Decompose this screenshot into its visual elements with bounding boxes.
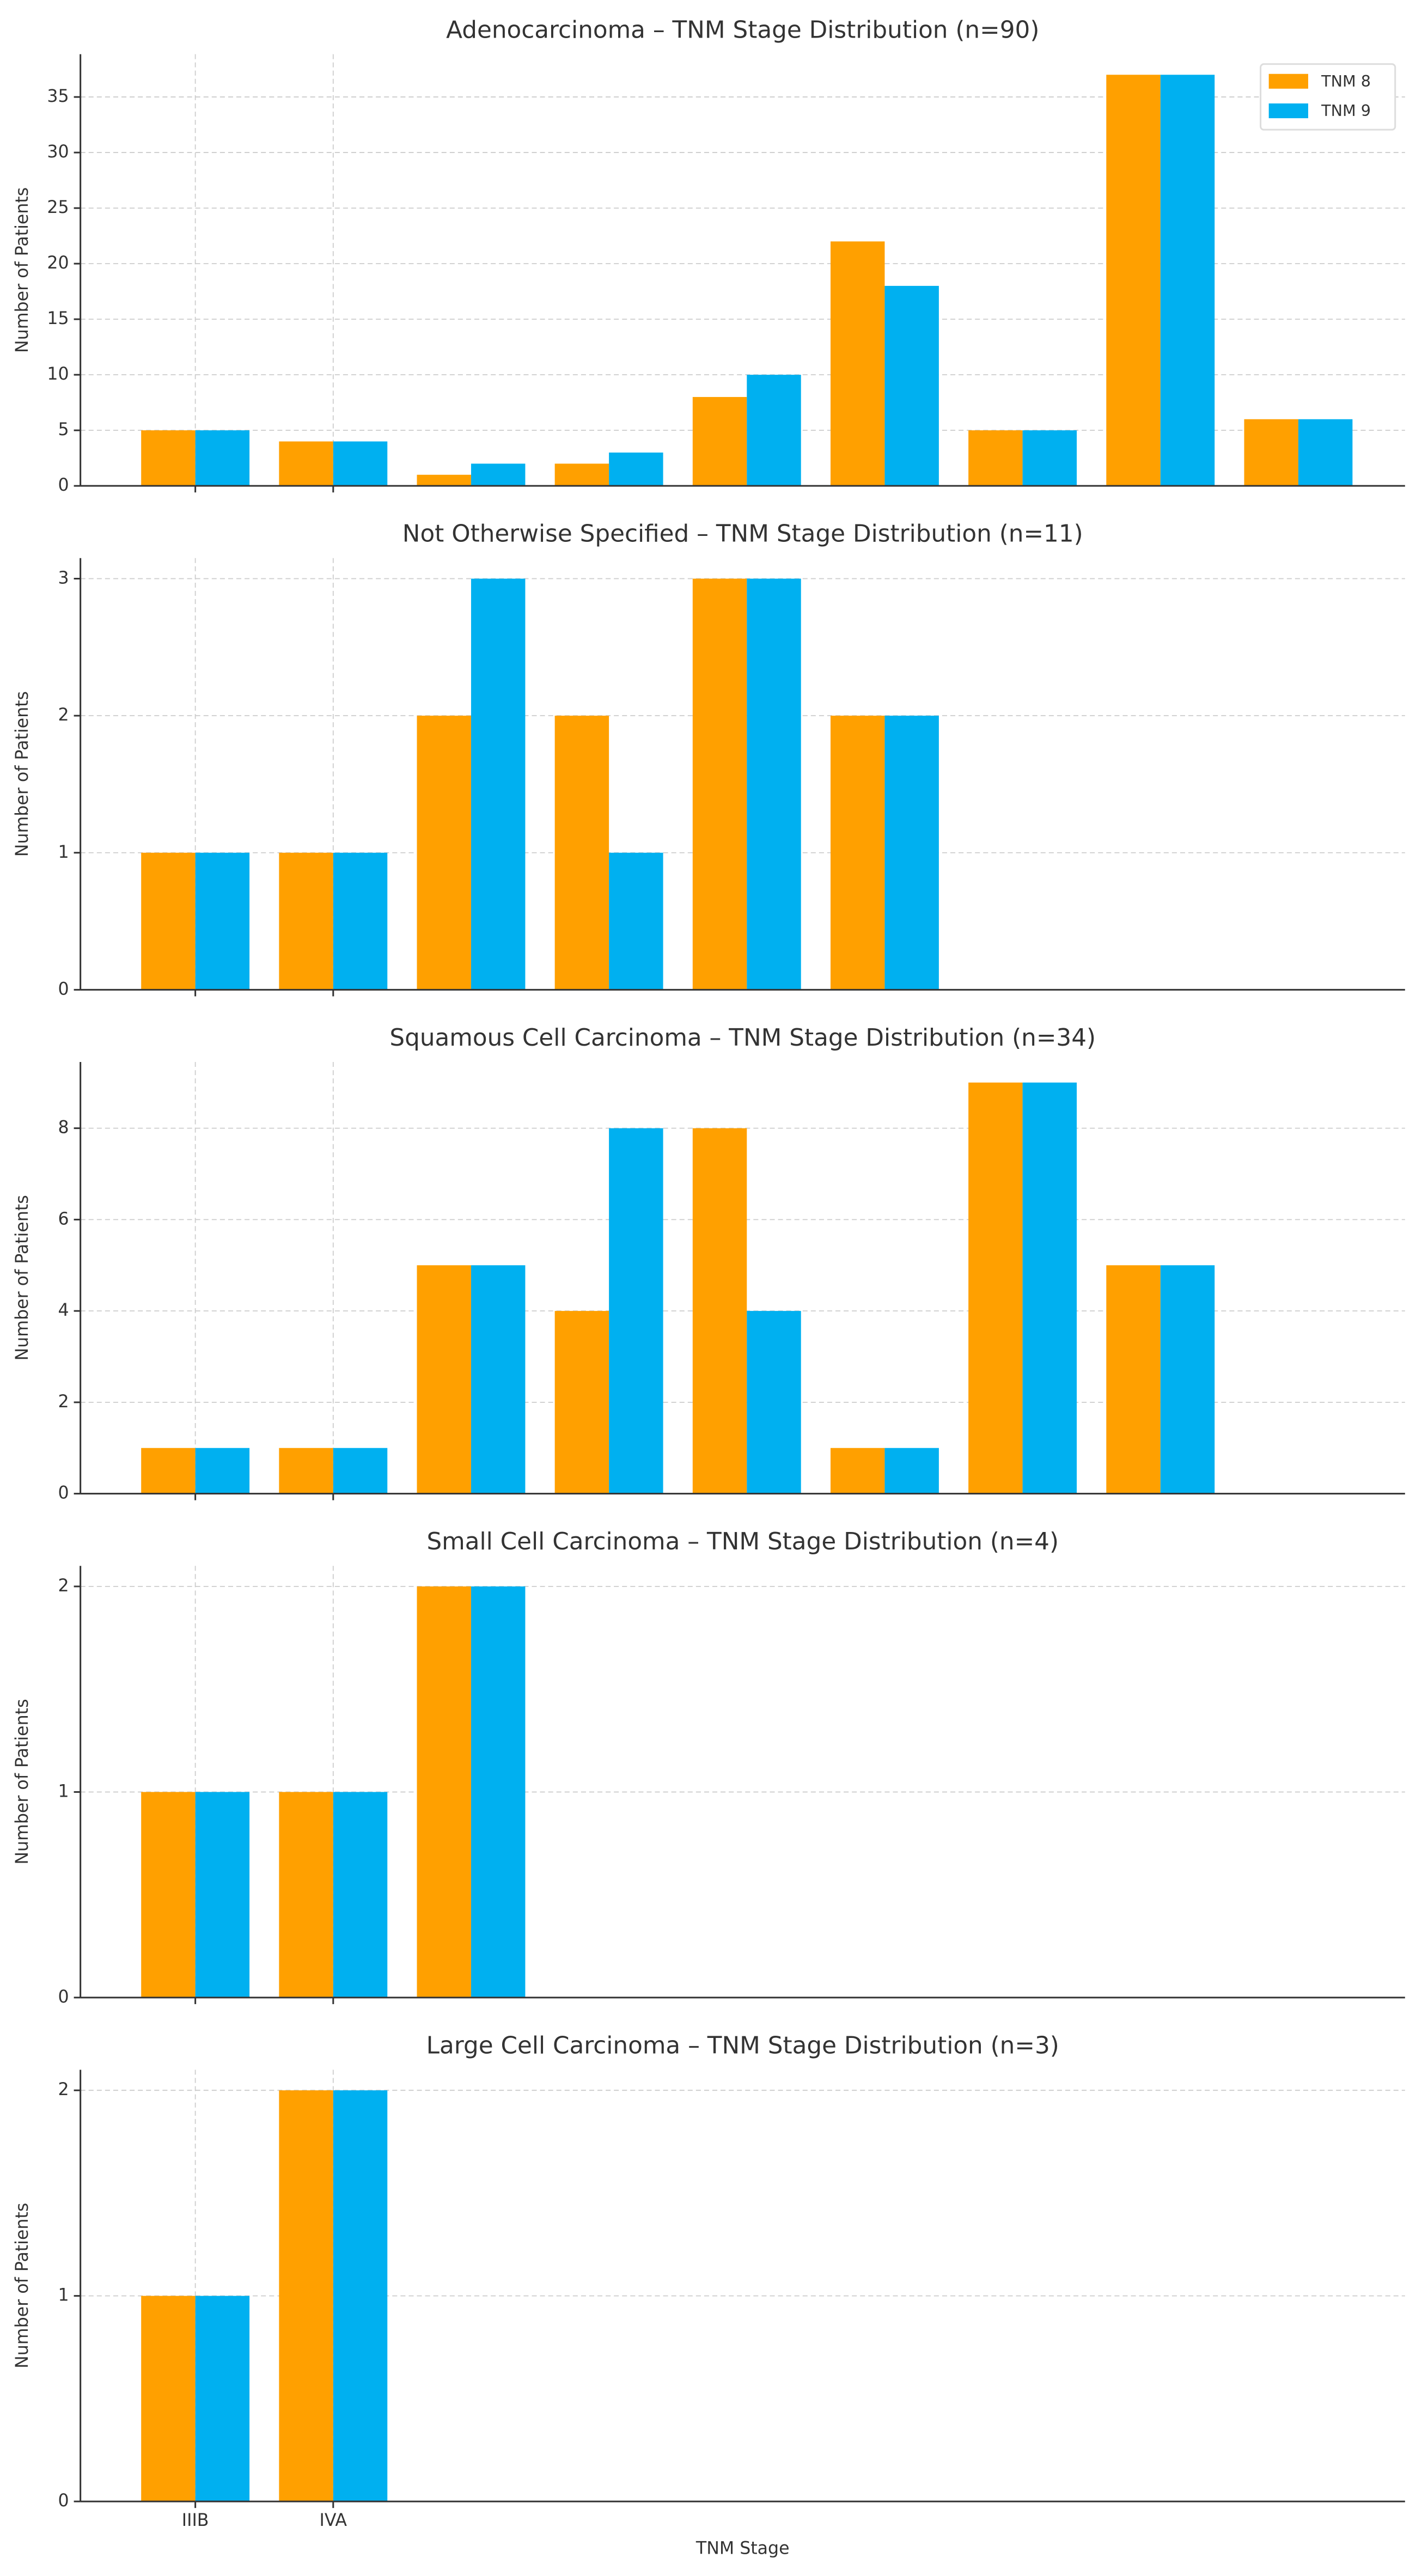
y-tick-label: 15: [47, 309, 69, 328]
bar: [195, 2296, 250, 2502]
bar: [692, 396, 747, 486]
x-axis-label: TNM Stage: [695, 2538, 790, 2558]
bar: [884, 716, 939, 990]
y-tick-label: 1: [58, 2286, 69, 2305]
bar: [747, 578, 801, 990]
bar: [1244, 419, 1298, 486]
bar: [141, 2296, 196, 2502]
bar: [333, 852, 388, 990]
y-axis-label: Number of Patients: [13, 187, 32, 353]
bar: [830, 1448, 885, 1494]
bar: [968, 430, 1023, 486]
bar: [554, 716, 609, 990]
bar: [747, 375, 801, 486]
y-tick-label: 2: [58, 1392, 69, 1412]
y-tick-label: 2: [58, 1576, 69, 1596]
y-axis-label: Number of Patients: [13, 1699, 32, 1864]
y-axis-label: Number of Patients: [13, 691, 32, 857]
y-tick-label: 0: [58, 1987, 69, 2007]
y-tick-label: 8: [58, 1118, 69, 1138]
bar: [830, 716, 885, 990]
bar: [279, 852, 333, 990]
bar: [471, 1265, 526, 1494]
bar: [609, 1128, 663, 1494]
y-tick-label: 3: [58, 569, 69, 588]
bar: [333, 2090, 388, 2502]
legend-label: TNM 9: [1321, 101, 1371, 120]
bar: [279, 441, 333, 486]
bar: [471, 463, 526, 486]
bar: [195, 1792, 250, 1998]
y-tick-label: 1: [58, 1781, 69, 1801]
bar: [141, 852, 196, 990]
chart-title: Not Otherwise Specified – TNM Stage Dist…: [402, 520, 1083, 548]
bar: [884, 285, 939, 486]
bar: [333, 441, 388, 486]
bar: [417, 1265, 471, 1494]
bar: [279, 2090, 333, 2502]
y-tick-label: 2: [58, 2080, 69, 2099]
bar: [195, 852, 250, 990]
chart-title: Squamous Cell Carcinoma – TNM Stage Dist…: [389, 1024, 1096, 1052]
bar: [1298, 419, 1353, 486]
bar: [141, 430, 196, 486]
bar: [417, 716, 471, 990]
bar: [471, 1586, 526, 1998]
y-tick-label: 0: [58, 1484, 69, 1503]
bar: [1106, 75, 1161, 486]
bar: [692, 578, 747, 990]
bar: [747, 1311, 801, 1494]
bar: [141, 1448, 196, 1494]
bar: [609, 852, 663, 990]
bar: [554, 1311, 609, 1494]
legend-swatch: [1268, 74, 1308, 89]
bar: [968, 1082, 1023, 1494]
y-tick-label: 10: [47, 364, 69, 384]
bar: [195, 1448, 250, 1494]
bar: [333, 1792, 388, 1998]
y-axis-label: Number of Patients: [13, 1195, 32, 1360]
chart-title: Small Cell Carcinoma – TNM Stage Distrib…: [426, 1528, 1059, 1555]
bar: [830, 241, 885, 486]
bar: [417, 474, 471, 486]
y-tick-label: 0: [58, 475, 69, 495]
y-tick-label: 1: [58, 843, 69, 862]
bar: [884, 1448, 939, 1494]
bar: [1160, 1265, 1215, 1494]
bar: [279, 1792, 333, 1998]
y-tick-label: 5: [58, 420, 69, 439]
y-tick-label: 35: [47, 87, 69, 106]
chart-title: Adenocarcinoma – TNM Stage Distribution …: [446, 16, 1039, 44]
y-tick-label: 30: [47, 142, 69, 162]
x-tick-label: IIIB: [182, 2511, 209, 2530]
chart-title: Large Cell Carcinoma – TNM Stage Distrib…: [426, 2031, 1059, 2059]
bar: [1022, 430, 1077, 486]
bar: [333, 1448, 388, 1494]
y-axis-label: Number of Patients: [13, 2203, 32, 2369]
bar: [1106, 1265, 1161, 1494]
y-tick-label: 0: [58, 979, 69, 999]
bar: [195, 430, 250, 486]
bar: [1022, 1082, 1077, 1494]
y-tick-label: 4: [58, 1301, 69, 1320]
y-tick-label: 20: [47, 253, 69, 273]
bar: [1160, 75, 1215, 486]
y-tick-label: 25: [47, 198, 69, 217]
bar: [609, 452, 663, 486]
legend-label: TNM 8: [1321, 72, 1371, 90]
legend-swatch: [1268, 103, 1308, 119]
bar: [279, 1448, 333, 1494]
bar: [417, 1586, 471, 1998]
y-tick-label: 6: [58, 1209, 69, 1229]
x-tick-label: IVA: [320, 2511, 347, 2530]
bar: [692, 1128, 747, 1494]
bar: [471, 578, 526, 990]
bar: [141, 1792, 196, 1998]
bar: [554, 463, 609, 486]
y-tick-label: 2: [58, 705, 69, 725]
y-tick-label: 0: [58, 2491, 69, 2511]
